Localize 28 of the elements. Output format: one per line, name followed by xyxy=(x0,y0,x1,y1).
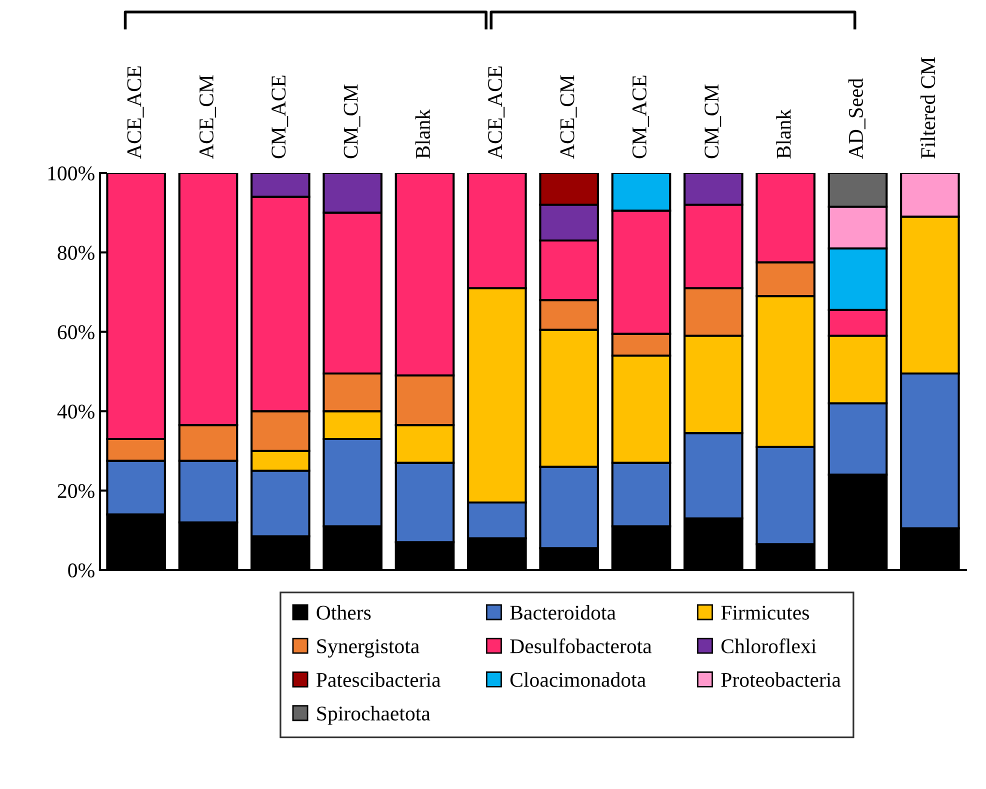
y-tick-label: 100% xyxy=(48,166,94,180)
x-tick-label: Filtered CM xyxy=(920,57,936,159)
x-tick-label: ACE_CM xyxy=(199,75,216,159)
legend-label: Proteobacteria xyxy=(721,672,841,687)
legend-label: Firmicutes xyxy=(721,606,809,620)
y-tick-label: 60% xyxy=(58,325,94,340)
y-tick-label: 40% xyxy=(57,404,94,419)
x-tick-label: CM_CM xyxy=(704,84,722,158)
x-tick-label: Blank xyxy=(415,109,430,159)
x-tick-label: AD_Seed xyxy=(848,78,866,159)
x-tick-label: ACE_CM xyxy=(560,75,577,159)
legend-label: Bacteroidota xyxy=(510,605,616,620)
legend-label: Patescibacteria xyxy=(316,672,441,687)
legend-label: Synergistota xyxy=(317,639,420,658)
y-tick-label: 20% xyxy=(58,484,94,498)
x-tick-label: CM_ACE xyxy=(272,76,288,158)
y-tick-label: 0% xyxy=(68,563,94,578)
x-tick-label: ACE_ACE xyxy=(127,66,144,159)
legend-label: Others xyxy=(316,605,371,620)
y-tick-label: 80% xyxy=(58,246,94,260)
x-tick-label: Blank xyxy=(776,109,791,159)
x-tick-label: CM_ACE xyxy=(632,76,649,158)
legend-label: Spirochaetota xyxy=(317,706,430,725)
x-tick-label: ACE_ACE xyxy=(488,66,505,159)
legend-label: Desulfobacterota xyxy=(510,638,652,654)
x-tick-label: CM_CM xyxy=(344,84,360,158)
legend-label: Chloroflexi xyxy=(721,638,816,654)
legend-label: Cloacimonadota xyxy=(510,672,646,687)
